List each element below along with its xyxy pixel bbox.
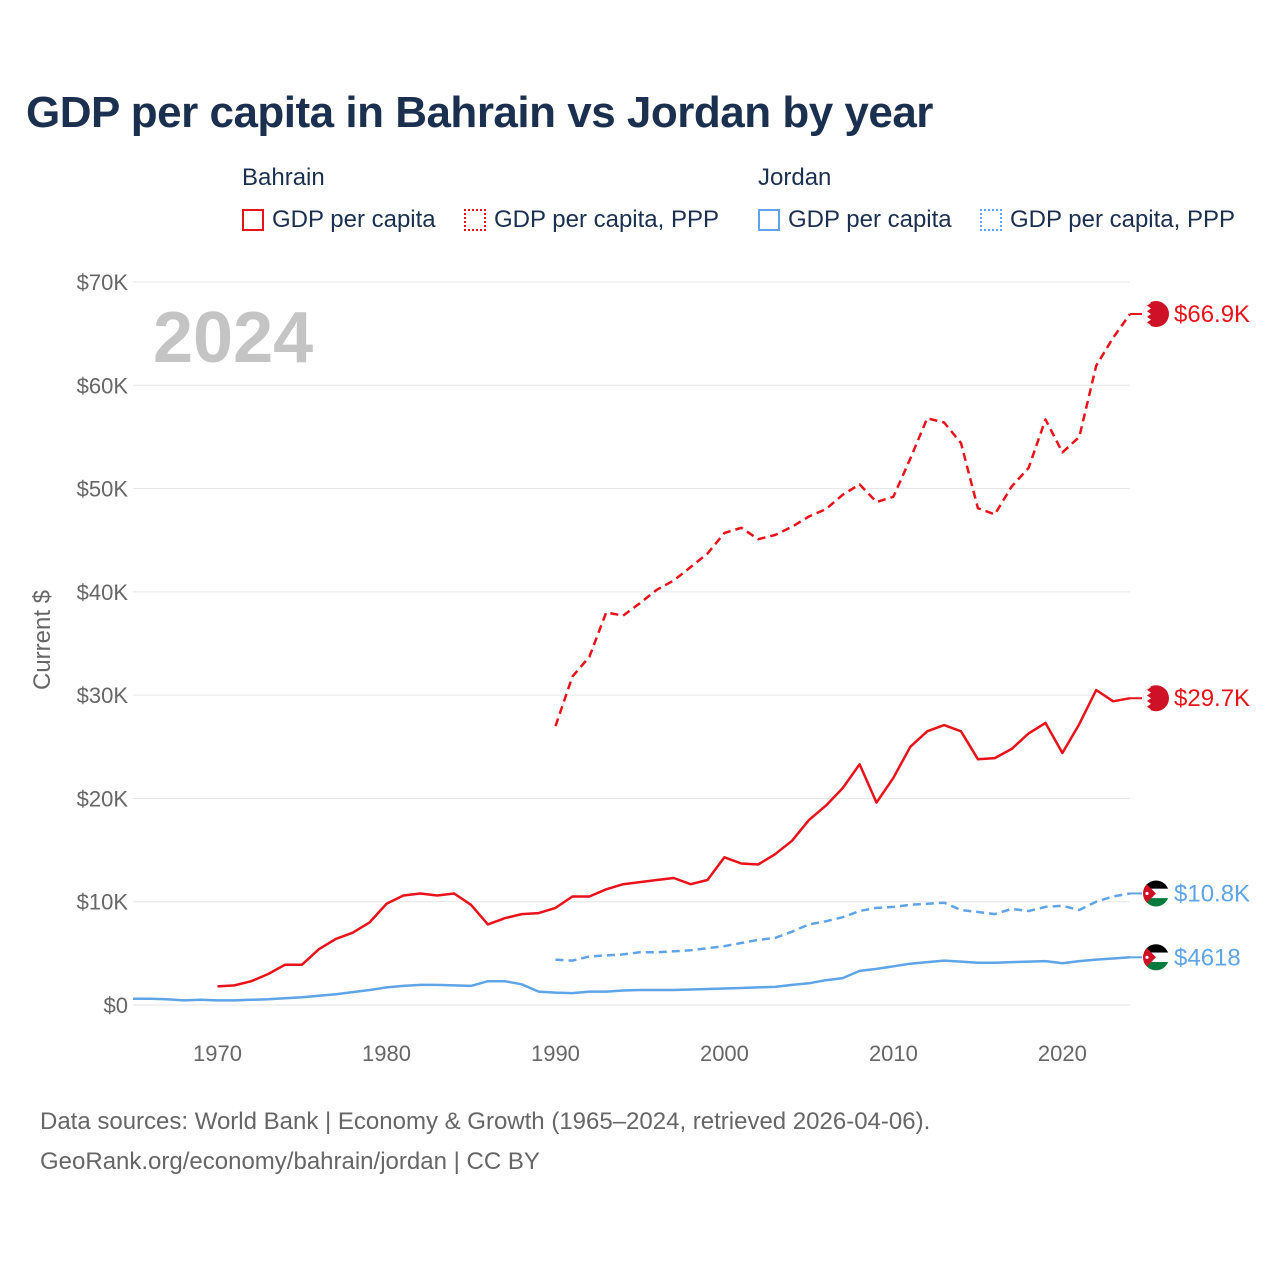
y-tick-label: $40K [77, 580, 129, 605]
series-line-jordan-gdp-per-capita[interactable] [133, 956, 1131, 1002]
legend-item-bahrain-gdp-ppp[interactable]: GDP per capita, PPP [464, 206, 719, 234]
series-line-bahrain-gdp-per-capita[interactable] [217, 688, 1131, 988]
jordan-flag-icon [1143, 944, 1169, 971]
y-tick-label: $20K [77, 786, 129, 811]
end-labels: $66.9K $29.7K $10.8K $4618 [1143, 301, 1250, 971]
y-tick-label: $60K [77, 373, 129, 398]
legend-swatch-bahrain-dotted [464, 209, 486, 231]
end-value-label: $10.8K [1174, 880, 1250, 907]
x-tick-label: 1970 [193, 1041, 242, 1066]
y-axis-label: Current $ [29, 590, 56, 690]
end-value-label: $29.7K [1174, 685, 1250, 712]
x-axis-ticks: 1970 1980 1990 2000 2010 2020 [193, 1041, 1087, 1066]
jordan-flag-icon [1143, 880, 1169, 907]
y-tick-label: $50K [77, 477, 129, 502]
end-value-label: $66.9K [1174, 301, 1250, 328]
legend-swatch-bahrain-solid [242, 209, 264, 231]
x-tick-label: 1980 [362, 1041, 411, 1066]
footer-sources: Data sources: World Bank | Economy & Gro… [40, 1108, 931, 1135]
legend-label-bahrain-gdp-ppp: GDP per capita, PPP [494, 206, 719, 233]
end-value-label: $4618 [1174, 944, 1241, 971]
legend-item-jordan-gdp-ppp[interactable]: GDP per capita, PPP [980, 206, 1235, 234]
bahrain-flag-icon [1143, 685, 1169, 712]
x-tick-label: 2000 [700, 1041, 749, 1066]
legend-item-bahrain-gdp[interactable]: GDP per capita [242, 206, 436, 234]
y-axis-ticks: $0 $10K $20K $30K $40K $50K $60K $70K [77, 270, 129, 1018]
series-line-jordan-gdp-per-capita-ppp[interactable] [555, 892, 1131, 962]
x-tick-label: 2010 [869, 1041, 918, 1066]
chart-area: $0$10K$20K$30K$40K$50K$60K$70K 1970 1980 1… [29, 270, 1250, 1066]
legend-swatch-jordan-dotted [980, 209, 1002, 231]
legend-label-jordan-gdp: GDP per capita [788, 206, 952, 233]
y-tick-label: $0 [104, 993, 128, 1018]
chart-title: GDP per capita in Bahrain vs Jordan by y… [26, 88, 933, 137]
y-tick-label: $10K [77, 890, 129, 915]
legend-group-bahrain: Bahrain [242, 164, 325, 191]
legend-swatch-jordan-solid [758, 209, 780, 231]
gridlines [133, 281, 1130, 1006]
x-tick-label: 2020 [1038, 1041, 1087, 1066]
year-watermark: 2024 [153, 298, 313, 378]
legend-label-jordan-gdp-ppp: GDP per capita, PPP [1010, 206, 1235, 233]
y-tick-label: $70K [77, 270, 129, 295]
legend-label-bahrain-gdp: GDP per capita [272, 206, 436, 233]
bahrain-flag-icon [1143, 301, 1169, 328]
series-lines [133, 313, 1142, 1002]
x-tick-label: 1990 [531, 1041, 580, 1066]
series-line-bahrain-gdp-per-capita-ppp[interactable] [554, 313, 1132, 727]
legend-item-jordan-gdp[interactable]: GDP per capita [758, 206, 952, 234]
footer-attribution: GeoRank.org/economy/bahrain/jordan | CC … [40, 1148, 540, 1175]
legend-group-jordan: Jordan [758, 164, 832, 191]
y-tick-label: $30K [77, 683, 129, 708]
